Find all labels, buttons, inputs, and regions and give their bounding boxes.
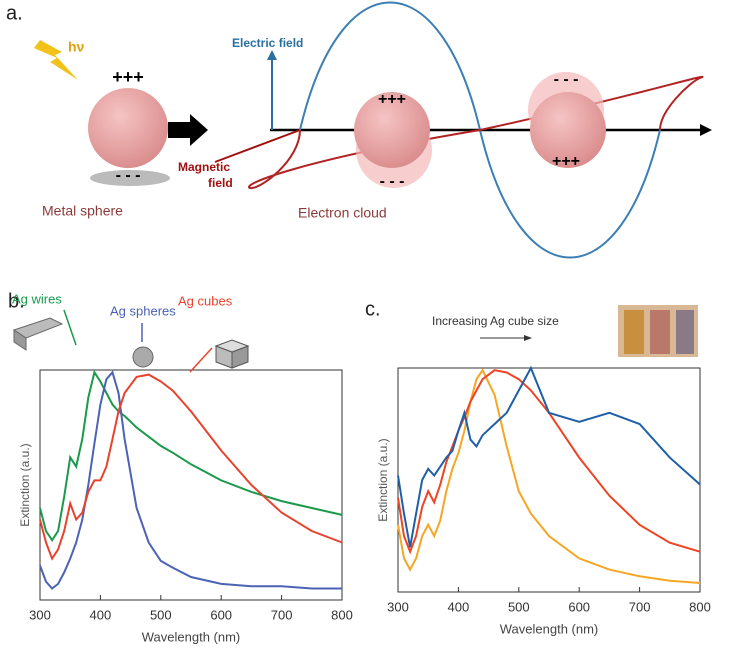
x-tick-label: 600 <box>210 607 232 622</box>
vial <box>650 310 670 354</box>
x-tick-label: 500 <box>150 607 172 622</box>
vial <box>676 310 694 354</box>
sphere-icon <box>132 346 154 368</box>
x-tick-label: 400 <box>90 607 112 622</box>
x-tick-label: 600 <box>568 599 590 614</box>
charge: +++ <box>112 67 144 87</box>
light-label: hν <box>68 39 85 55</box>
series-label: Ag cubes <box>178 293 233 308</box>
x-tick-label: 700 <box>271 607 293 622</box>
charge: - - - <box>380 173 405 190</box>
x-tick-label: 300 <box>387 599 409 614</box>
x-axis-label: Wavelength (nm) <box>500 621 599 636</box>
cube-icon <box>214 339 250 353</box>
sphere <box>88 88 168 168</box>
x-tick-label: 500 <box>508 599 530 614</box>
panel-label: b. <box>8 290 25 312</box>
arrowhead <box>700 124 712 136</box>
series-label: Ag wires <box>12 291 62 306</box>
sphere <box>354 92 430 168</box>
series-pointer <box>63 309 77 346</box>
annotation: Increasing Ag cube size <box>432 314 559 328</box>
electric-field-label: Electric field <box>232 36 303 50</box>
sphere <box>530 92 606 168</box>
wire-icon <box>13 329 27 351</box>
icons <box>12 305 698 369</box>
arrowhead <box>524 335 532 341</box>
y-axis-label: Extinction (a.u.) <box>376 438 390 521</box>
charge: - - - <box>554 71 579 88</box>
series-pointer <box>189 347 213 373</box>
series-line <box>39 373 343 561</box>
plot-frame <box>397 367 701 593</box>
x-tick-label: 800 <box>331 607 353 622</box>
b-axis <box>214 129 301 163</box>
shadow <box>90 170 170 186</box>
series-line <box>39 370 342 590</box>
magnetic-wave <box>247 75 704 190</box>
series-line <box>397 369 701 555</box>
x-tick-label: 300 <box>29 607 51 622</box>
series-line <box>39 369 343 543</box>
panel-label: a. <box>6 2 23 24</box>
plot-frame <box>39 369 343 601</box>
arrow <box>168 114 208 146</box>
x-tick-label: 800 <box>689 599 711 614</box>
vial <box>624 310 644 354</box>
magnetic-field-label: field <box>208 176 233 190</box>
x-tick-label: 700 <box>629 599 651 614</box>
metal-sphere-label: Metal sphere <box>42 203 123 219</box>
series-label: Ag spheres <box>110 303 176 318</box>
x-axis-label: Wavelength (nm) <box>142 629 241 644</box>
charge: +++ <box>552 153 580 170</box>
magnetic-field-label: Magnetic <box>178 160 230 174</box>
x-tick-label: 400 <box>448 599 470 614</box>
lightning-icon <box>34 40 78 80</box>
series-line <box>397 365 701 548</box>
y-axis-label: Extinction (a.u.) <box>18 443 32 526</box>
electron-cloud-label: Electron cloud <box>298 205 387 221</box>
panel-label: c. <box>365 298 381 320</box>
arrowhead <box>267 50 277 60</box>
charge: +++ <box>378 91 406 108</box>
panel-a: a. hν +++ - - - Metal sphere Electric fi… <box>6 1 712 259</box>
charge: - - - <box>116 167 141 184</box>
